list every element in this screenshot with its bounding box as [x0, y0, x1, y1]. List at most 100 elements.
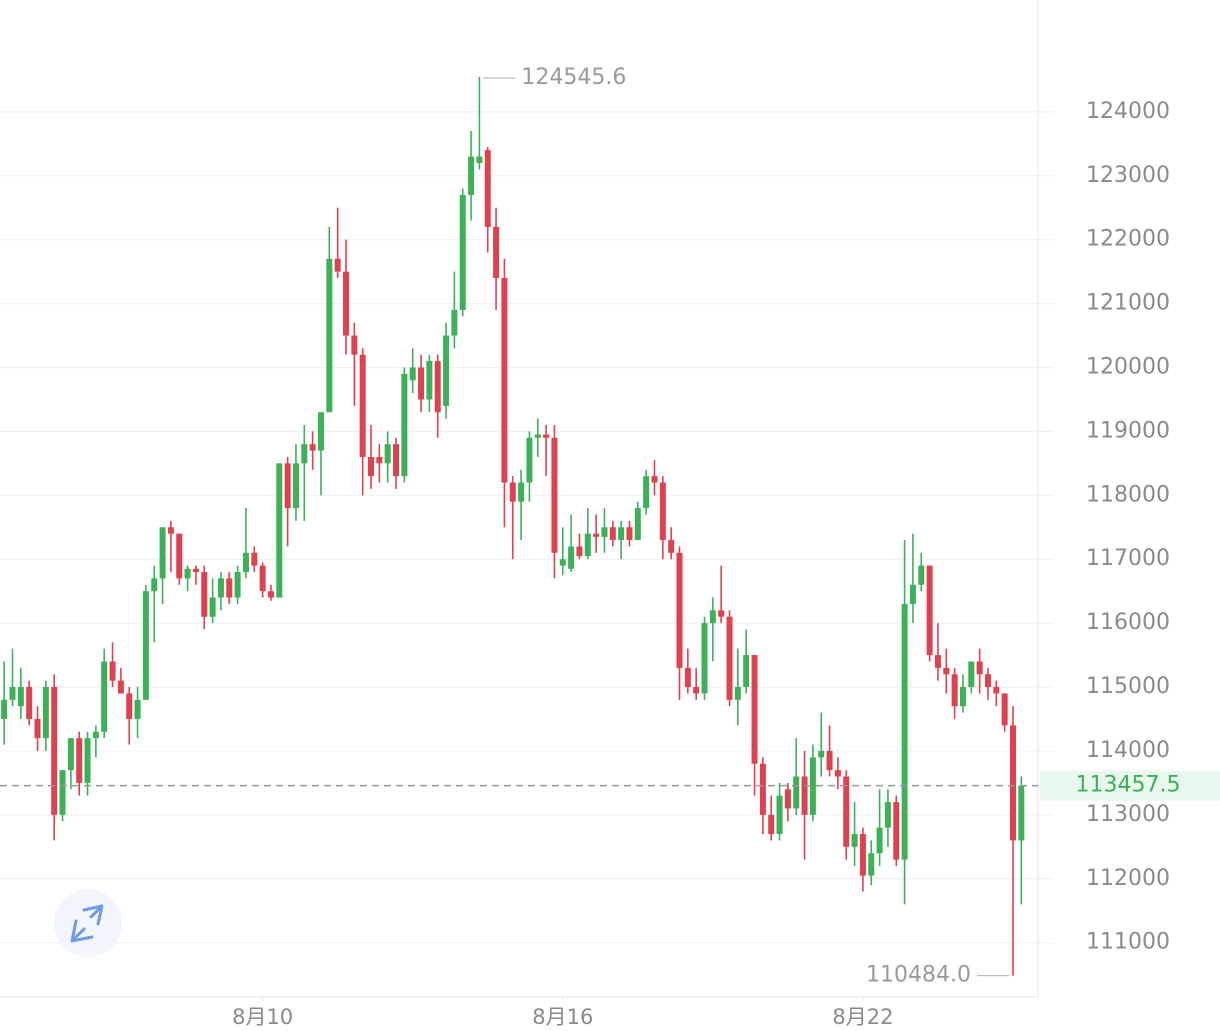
candle-body [209, 597, 216, 617]
candle-body [167, 527, 174, 534]
candle-body [568, 546, 575, 569]
candle-body [859, 834, 866, 876]
candle-body [684, 667, 691, 688]
candle-body [701, 623, 708, 694]
candle-body [884, 802, 891, 828]
candle-body [451, 309, 458, 336]
y-tick-label: 115000 [1086, 674, 1170, 699]
candle-body [968, 661, 975, 688]
candle-body [659, 482, 666, 541]
candle-body [526, 437, 533, 483]
x-tick-label: 8月10 [232, 1005, 293, 1029]
candle-body [443, 335, 450, 406]
candle-body [801, 776, 808, 815]
candle-body [793, 776, 800, 809]
candle-body [259, 565, 266, 592]
candle-body [84, 738, 91, 783]
candle-body [926, 565, 933, 656]
candle-body [784, 789, 791, 809]
candle-body [476, 156, 483, 163]
candle-body [359, 354, 366, 457]
candle-body [34, 718, 41, 739]
candle-body [1018, 785, 1025, 841]
candle-body [459, 194, 466, 310]
candle-body [309, 444, 316, 451]
candle-body [934, 655, 941, 668]
candle-body [543, 434, 550, 438]
candle-body [59, 770, 66, 815]
candle-body [768, 814, 775, 835]
candle-body [826, 750, 833, 771]
candle-body [226, 578, 233, 598]
y-tick-label: 116000 [1086, 610, 1170, 635]
candle-body [76, 738, 83, 783]
candle-body [493, 226, 500, 279]
min-label: 110484.0 [866, 963, 971, 988]
candle-body [351, 335, 358, 355]
y-tick-label: 117000 [1086, 546, 1170, 571]
y-tick-label: 119000 [1086, 418, 1170, 443]
candle-body [101, 661, 108, 732]
candle-body [334, 258, 341, 272]
candle-body [601, 527, 608, 537]
candle-body [584, 533, 591, 557]
candle-body [409, 367, 416, 381]
candle-body [618, 527, 625, 541]
x-tick-label: 8月22 [832, 1005, 893, 1029]
candle-body [142, 591, 149, 700]
candle-body [1001, 693, 1008, 726]
candle-body [959, 687, 966, 707]
candle-body [718, 610, 725, 617]
candle-body [559, 559, 566, 566]
candles [1, 76, 1025, 976]
candle-body [343, 271, 349, 336]
candle-body [368, 456, 375, 477]
x-tick-label: 8月16 [532, 1005, 593, 1029]
candle-body [134, 699, 141, 719]
y-tick-label: 112000 [1086, 866, 1170, 891]
candle-body [751, 655, 758, 764]
candle-body [92, 731, 99, 739]
candle-body [759, 763, 766, 815]
candle-body [1, 699, 8, 719]
candle-body [509, 482, 516, 502]
overlay: 113457.5 124545.6 110484.0 [0, 65, 1220, 988]
candle-body [851, 834, 858, 847]
candle-body [267, 591, 274, 598]
candle-body [51, 687, 58, 815]
expand-button[interactable] [54, 889, 122, 957]
y-tick-label: 120000 [1086, 354, 1170, 379]
expand-button-bg[interactable] [54, 889, 122, 957]
candle-body [242, 552, 249, 572]
y-tick-label: 121000 [1086, 291, 1170, 316]
y-tick-label: 123000 [1086, 163, 1170, 188]
candle-body [501, 278, 508, 483]
candle-body [643, 476, 650, 509]
candle-body [126, 693, 133, 719]
candle-body [484, 150, 491, 227]
candle-body [743, 655, 750, 688]
candle-body [26, 687, 33, 719]
candle-body [292, 463, 299, 509]
candle-body [668, 540, 675, 553]
candle-body [326, 258, 333, 413]
candle-body [418, 367, 425, 400]
last-price-bg [1040, 770, 1220, 801]
candle-body [426, 361, 433, 400]
candle-body [651, 476, 658, 483]
expand-icon[interactable] [70, 904, 104, 943]
candle-body [42, 687, 49, 739]
candle-body [876, 827, 883, 854]
candle-body [951, 674, 958, 707]
candle-body [393, 444, 400, 477]
y-tick-label: 113000 [1086, 802, 1170, 827]
candle-body [159, 527, 166, 579]
candle-body [217, 578, 224, 598]
candle-body [943, 667, 950, 675]
candle-body [676, 552, 683, 668]
candle-body [576, 546, 583, 557]
candle-body [384, 444, 391, 464]
candle-body [376, 456, 383, 464]
candle-body [551, 437, 558, 553]
